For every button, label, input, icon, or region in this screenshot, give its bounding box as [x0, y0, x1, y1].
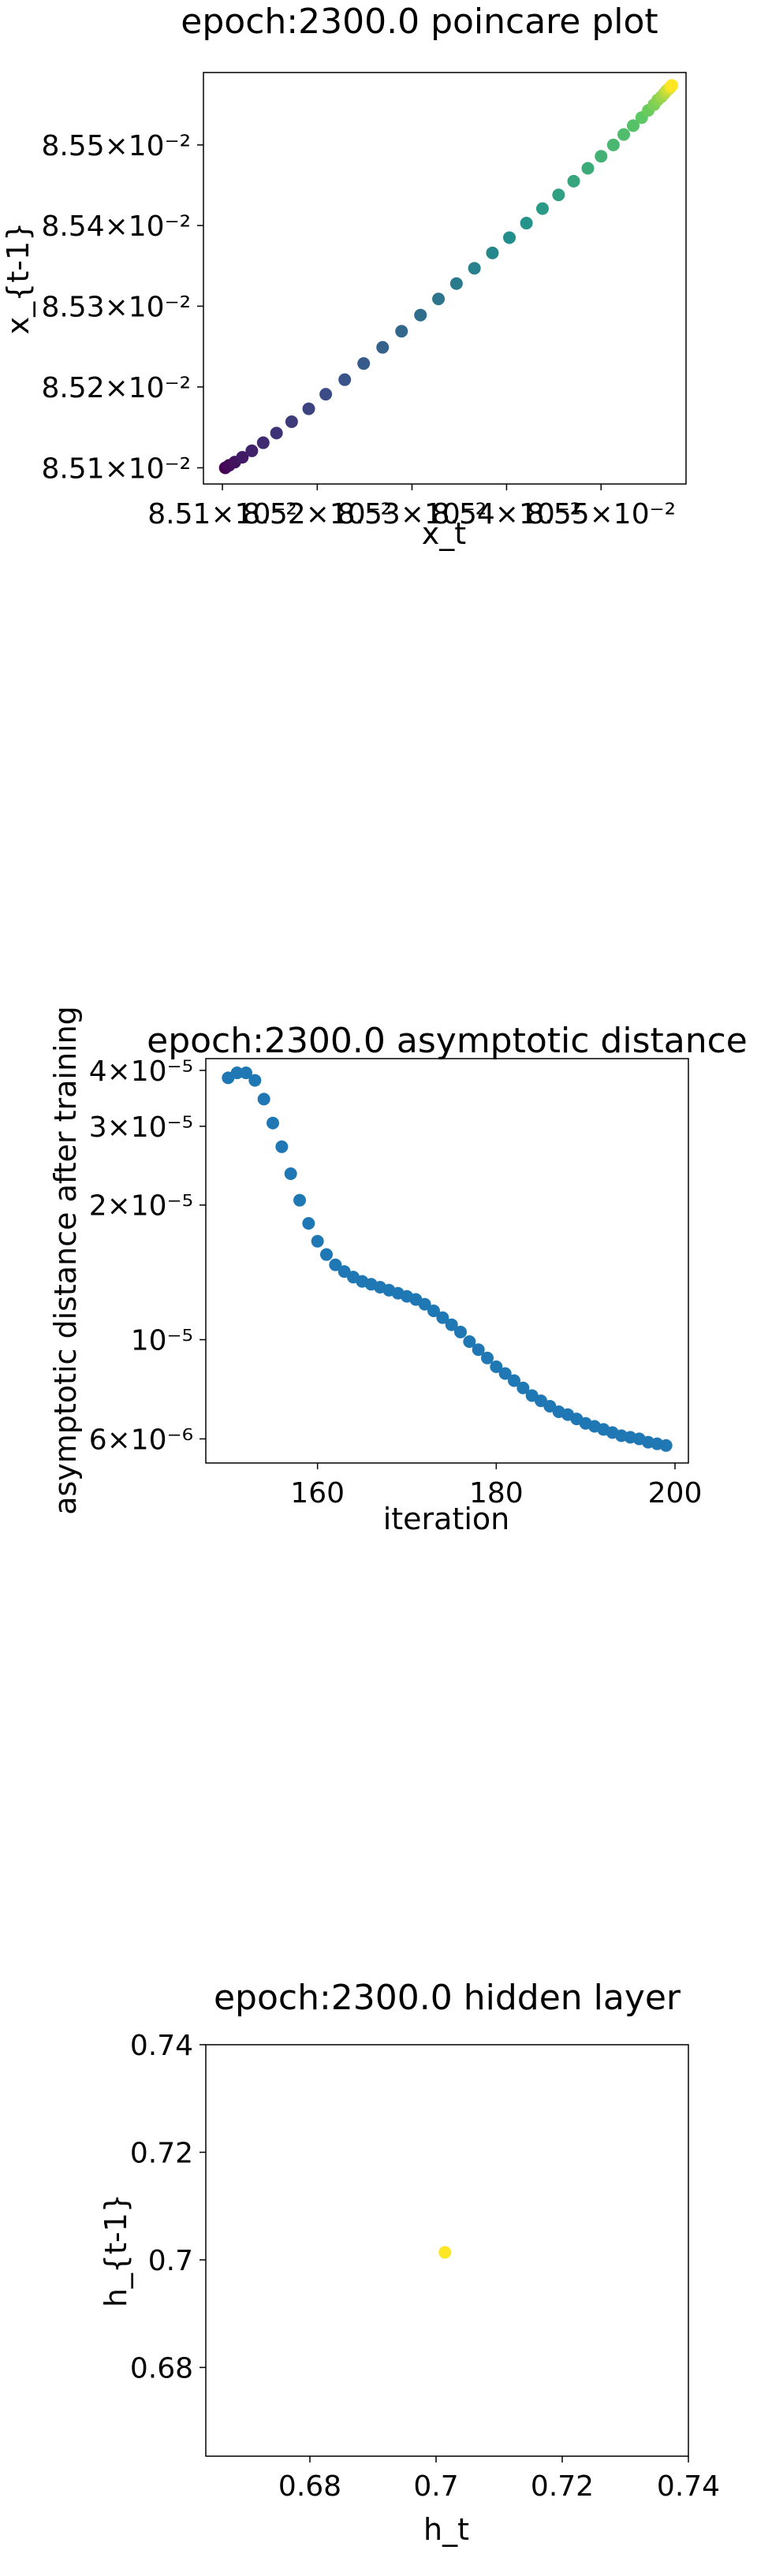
data-point	[338, 373, 352, 386]
data-point	[552, 188, 565, 202]
data-point	[438, 2246, 452, 2259]
data-point	[520, 217, 533, 230]
y-tick-label: 0.68	[130, 2352, 193, 2384]
y-tick-label: 0.74	[130, 2030, 193, 2062]
data-point	[606, 138, 620, 151]
data-point	[516, 1381, 530, 1394]
x-tick-label: 0.72	[531, 2470, 594, 2503]
data-point	[275, 1140, 289, 1153]
data-point	[472, 1343, 485, 1357]
data-point	[311, 1234, 324, 1248]
chart-3: epoch:2300.0 hidden layer 0.68 0.7 0.72 0.74…	[99, 1978, 720, 2547]
data-point	[617, 128, 631, 141]
y-tick-label: 8.53×10⁻²	[41, 291, 191, 323]
y-tick-label: 8.54×10⁻²	[41, 210, 191, 243]
y-tick-label: 0.7	[148, 2245, 193, 2277]
data-point	[535, 202, 549, 215]
plot-frame	[205, 1058, 689, 1464]
plot-frame	[203, 72, 687, 485]
x-tick-label: 8.55×10⁻²	[526, 498, 676, 530]
chart-1: epoch:2300.0 poincare plot8.51×10⁻²8.52×…	[1, 2, 687, 551]
data-point	[270, 426, 283, 440]
data-point	[319, 388, 333, 401]
x-tick-label: 0.74	[657, 2470, 720, 2503]
data-point	[436, 1311, 449, 1324]
chart-title: epoch:2300.0 asymptotic distance	[147, 1021, 748, 1061]
data-point	[486, 246, 499, 259]
data-point	[267, 1116, 279, 1130]
x-tick-label: 180	[469, 1477, 524, 1509]
chart-title: epoch:2300.0 poincare plot	[181, 2, 658, 42]
data-point	[257, 1093, 270, 1106]
y-tick-label: 6×10⁻⁶	[89, 1424, 193, 1456]
data-point	[581, 162, 595, 175]
data-point	[567, 174, 580, 188]
y-axis-label: h_{t-1}	[99, 2194, 133, 2307]
data-point	[293, 1193, 306, 1207]
data-point	[490, 1360, 503, 1373]
x-tick-label: 8.54×10⁻²	[432, 498, 582, 530]
data-point	[595, 150, 608, 163]
data-point	[357, 357, 371, 370]
data-point	[240, 1067, 252, 1080]
x-axis-label: x_t	[422, 516, 466, 551]
data-point	[376, 341, 390, 354]
data-point	[449, 277, 463, 290]
y-tick-label: 8.51×10⁻²	[41, 452, 191, 485]
data-point	[432, 292, 446, 306]
data-point	[503, 231, 516, 244]
y-tick-label: 0.72	[130, 2137, 193, 2169]
x-tick-label: 0.7	[413, 2470, 458, 2503]
data-point	[468, 262, 481, 275]
data-point	[256, 436, 270, 449]
y-axis-label: x_{t-1}	[1, 222, 35, 335]
data-point	[320, 1248, 333, 1261]
data-point	[285, 415, 298, 428]
x-tick-label: 8.52×10⁻²	[243, 498, 393, 530]
data-point	[463, 1335, 476, 1349]
data-point	[236, 451, 249, 464]
data-point	[302, 1216, 315, 1230]
data-point	[666, 79, 679, 92]
data-point	[481, 1351, 494, 1364]
data-point	[302, 402, 315, 415]
data-point	[508, 1374, 520, 1387]
data-point	[626, 119, 640, 132]
x-tick-label: 8.53×10⁻²	[337, 498, 487, 530]
data-point	[418, 1297, 431, 1311]
data-point	[230, 1067, 244, 1080]
plot-frame	[205, 2044, 689, 2457]
x-tick-label: 160	[290, 1477, 345, 1509]
y-tick-label: 10⁻⁵	[131, 1325, 193, 1357]
y-tick-label: 8.55×10⁻²	[41, 130, 191, 162]
data-point	[248, 1074, 262, 1087]
data-point	[427, 1304, 440, 1317]
chart-title: epoch:2300.0 hidden layer	[214, 1978, 681, 2018]
y-tick-label: 8.52×10⁻²	[41, 372, 191, 404]
data-point	[454, 1325, 467, 1338]
data-point	[445, 1318, 458, 1331]
data-point	[245, 444, 259, 457]
data-point	[659, 1439, 673, 1452]
y-tick-label: 3×10⁻⁵	[89, 1111, 193, 1144]
x-axis-label: h_t	[423, 2512, 469, 2547]
data-point	[498, 1367, 512, 1380]
data-point	[414, 308, 427, 322]
x-tick-label: 8.51×10⁻²	[147, 498, 297, 530]
chart-2: epoch:2300.0 asymptotic distance 160 180 20…	[48, 1006, 748, 1536]
y-tick-label: 2×10⁻⁵	[89, 1190, 193, 1223]
y-axis-label: asymptotic distance after training	[48, 1006, 83, 1515]
y-tick-label: 4×10⁻⁵	[89, 1055, 193, 1088]
x-axis-label: iteration	[383, 1502, 510, 1536]
data-point	[284, 1167, 297, 1181]
x-tick-label: 0.68	[278, 2470, 341, 2503]
x-tick-label: 200	[648, 1477, 703, 1509]
data-point	[329, 1258, 342, 1271]
data-point	[395, 325, 408, 338]
